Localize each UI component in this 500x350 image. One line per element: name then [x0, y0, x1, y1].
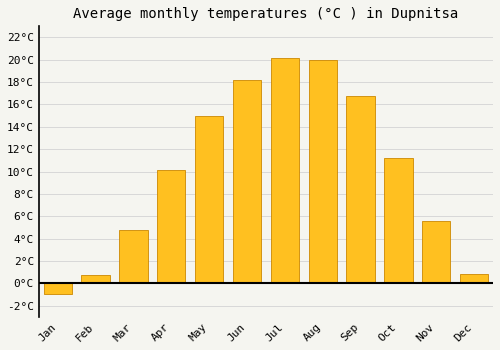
Bar: [44, 283, 72, 294]
Bar: [119, 230, 148, 283]
Bar: [233, 80, 261, 283]
Bar: [384, 158, 412, 283]
Bar: [346, 96, 375, 283]
Bar: [422, 221, 450, 283]
Title: Average monthly temperatures (°C ) in Dupnitsa: Average monthly temperatures (°C ) in Du…: [74, 7, 458, 21]
Bar: [308, 60, 337, 283]
Bar: [270, 57, 299, 283]
Bar: [157, 170, 186, 283]
Bar: [195, 116, 224, 283]
Bar: [460, 274, 488, 283]
Bar: [82, 275, 110, 283]
